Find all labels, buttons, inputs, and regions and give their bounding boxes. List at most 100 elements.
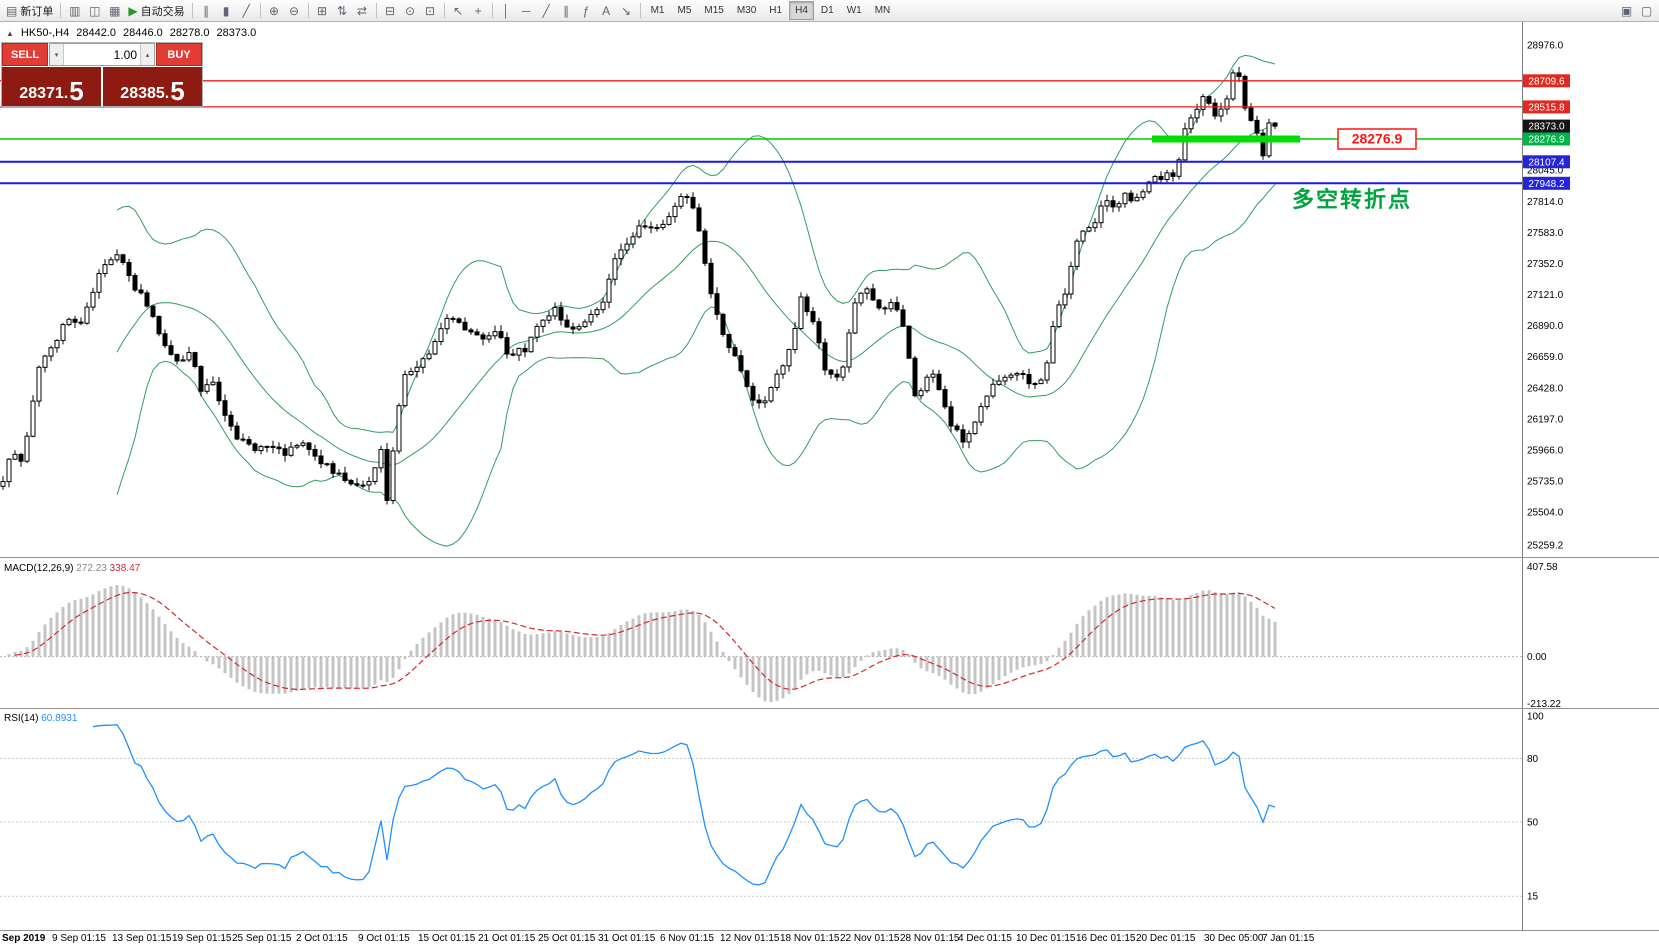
toolbar-separator — [443, 3, 445, 18]
tile-windows-button[interactable]: ⊞ — [313, 2, 332, 20]
vertical-line-button[interactable]: │ — [497, 2, 516, 20]
window-menu-button[interactable]: ▢ — [1637, 2, 1656, 20]
fibonacci-button[interactable]: ƒ — [577, 2, 596, 20]
data-window-icon: ◫ — [89, 3, 101, 18]
time-axis-label: 4 Dec 01:15 — [958, 933, 1012, 944]
price-axis-label: 28976.0 — [1527, 41, 1564, 52]
time-axis-label: 20 Dec 01:15 — [1136, 933, 1196, 944]
price-axis-badge — [1523, 132, 1570, 146]
horizontal-line-objects — [0, 80, 1522, 185]
timeframe-h1-button[interactable]: H1 — [769, 5, 783, 16]
chart-annotations: 28276.9 多空转折点 — [1292, 128, 1417, 212]
time-axis-label: 7 Jan 01:15 — [1262, 933, 1315, 944]
auto-scroll-button[interactable]: ⊙ — [401, 2, 420, 20]
macd-axis-zero: 0.00 — [1527, 652, 1547, 663]
timeframe-m5-button[interactable]: M5 — [677, 5, 692, 16]
new-chart-button[interactable]: ⊟ — [381, 2, 400, 20]
price-axis-badge — [1523, 155, 1570, 169]
time-axis-label: 31 Oct 01:15 — [598, 933, 656, 944]
ohlc-low-value: 28278.0 — [169, 27, 210, 39]
buy-price-display[interactable]: 28385. 5 — [103, 67, 202, 106]
highlight-trendline-segment[interactable] — [1152, 135, 1300, 143]
volume-increase-button[interactable]: ▴ — [140, 44, 154, 65]
text-button[interactable]: A — [597, 2, 616, 20]
volume-input[interactable]: 1.00 — [113, 47, 137, 62]
sell-price-main: 28371. — [19, 85, 69, 102]
price-axis-label: 25966.0 — [1527, 445, 1564, 456]
cursor-button[interactable]: ↖ — [449, 2, 468, 20]
rsi-axis-label: 15 — [1527, 892, 1539, 903]
data-window-button[interactable]: ◫ — [85, 2, 104, 20]
candlestick-button[interactable]: ▮ — [217, 2, 236, 20]
zoom-out-icon: ⊖ — [289, 3, 300, 18]
chart-shift-button[interactable]: ⊡ — [421, 2, 440, 20]
trendline-button[interactable]: ╱ — [537, 2, 556, 20]
buy-price-pip: 5 — [170, 75, 185, 106]
auto-scroll-icon: ⊙ — [405, 3, 416, 18]
time-axis-label: 28 Nov 01:15 — [900, 933, 960, 944]
horizontal-line-icon: ─ — [521, 3, 531, 18]
turning-point-label[interactable]: 多空转折点 — [1292, 187, 1412, 212]
chart-area: 28276.9 多空转折点 28976.0 28045.0 27814.0 27583.0… — [0, 22, 1659, 945]
buy-button[interactable]: BUY — [156, 43, 202, 66]
candlesticks — [0, 66, 1278, 505]
arrange-vertical-icon: ⇅ — [337, 3, 348, 18]
one-click-trading-panel: SELL ▾ 1.00 ▴ BUY 28371. 5 28385. 5 — [1, 42, 203, 107]
timeframe-m30-button[interactable]: M30 — [736, 5, 757, 16]
sell-button[interactable]: SELL — [2, 43, 48, 66]
price-axis[interactable]: 28976.0 28045.0 27814.0 27583.0 27352.0 27121… — [1522, 22, 1571, 930]
time-axis-label: Sep 2019 — [2, 933, 46, 944]
sell-price-display[interactable]: 28371. 5 — [2, 67, 101, 106]
price-axis-badge — [1523, 100, 1570, 114]
zoom-in-button[interactable]: ⊕ — [265, 2, 284, 20]
zoom-out-button[interactable]: ⊖ — [285, 2, 304, 20]
channel-button[interactable]: ∥ — [557, 2, 576, 20]
tile-windows-icon: ⊞ — [317, 3, 328, 18]
price-axis-badge-label: 28373.0 — [1528, 122, 1565, 133]
timeframe-d1-button[interactable]: D1 — [820, 5, 834, 16]
vertical-line-icon: │ — [502, 3, 510, 18]
time-axis-label: 21 Oct 01:15 — [478, 933, 536, 944]
timeframe-m1-button[interactable]: M1 — [650, 5, 665, 16]
timeframe-h4-button[interactable]: H4 — [789, 1, 814, 20]
time-axis-label: 19 Sep 01:15 — [172, 933, 232, 944]
arrange-horizontal-button[interactable]: ⇄ — [353, 2, 372, 20]
volume-decrease-button[interactable]: ▾ — [50, 44, 64, 65]
timeframe-mn-button[interactable]: MN — [874, 5, 891, 16]
navigator-button[interactable]: ▦ — [105, 2, 124, 20]
window-restore-button[interactable]: ▣ — [1617, 2, 1636, 20]
price-tag-label: 28276.9 — [1352, 131, 1403, 147]
price-axis-label: 27352.0 — [1527, 259, 1564, 270]
price-tag-box[interactable] — [1337, 128, 1417, 150]
price-axis-label: 26659.0 — [1527, 352, 1564, 363]
timeframe-m15-button[interactable]: M15 — [704, 5, 724, 16]
line-chart-button[interactable]: ╱ — [237, 2, 256, 20]
horizontal-line-button[interactable]: ─ — [517, 2, 536, 20]
time-axis-label: 10 Dec 01:15 — [1016, 933, 1076, 944]
arrange-vertical-button[interactable]: ⇅ — [333, 2, 352, 20]
crosshair-icon: + — [474, 3, 482, 18]
rsi-panel: 100 80 50 15 RSI(14) 60.8931 — [0, 712, 1544, 903]
time-axis[interactable]: Sep 2019 9 Sep 01:15 13 Sep 01:15 19 Sep 01… — [2, 933, 1315, 944]
timeframe-w1-button[interactable]: W1 — [846, 5, 862, 16]
arrow-icon: ↘ — [621, 3, 632, 18]
price-axis-label: 26197.0 — [1527, 414, 1564, 425]
time-axis-label: 6 Nov 01:15 — [660, 933, 714, 944]
volume-box: ▾ 1.00 ▴ — [49, 43, 155, 66]
auto-trading-button[interactable]: ▶ 自动交易 — [125, 2, 187, 20]
time-axis-label: 12 Nov 01:15 — [720, 933, 780, 944]
crosshair-button[interactable]: + — [469, 2, 488, 20]
new-order-button[interactable]: ▤ 新订单 — [3, 2, 56, 20]
macd-panel: MACD(12,26,9) 272.23 338.47 407.58 0.00 -21… — [0, 562, 1561, 710]
arrow-tools-button[interactable]: ↘ — [617, 2, 636, 20]
price-axis-label: 27814.0 — [1527, 197, 1564, 208]
line-chart-icon: ╱ — [242, 3, 250, 18]
time-axis-label: 9 Oct 01:15 — [358, 933, 410, 944]
symbol-period-label: HK50-,H4 — [20, 27, 70, 39]
price-axis-badge-label: 28709.6 — [1528, 76, 1565, 87]
fibonacci-icon: ƒ — [582, 3, 590, 18]
ohlc-bars-button[interactable]: ∥ — [197, 2, 216, 20]
text-icon: A — [602, 3, 611, 18]
chart-background — [0, 22, 1659, 945]
market-watch-button[interactable]: ▥ — [65, 2, 84, 20]
